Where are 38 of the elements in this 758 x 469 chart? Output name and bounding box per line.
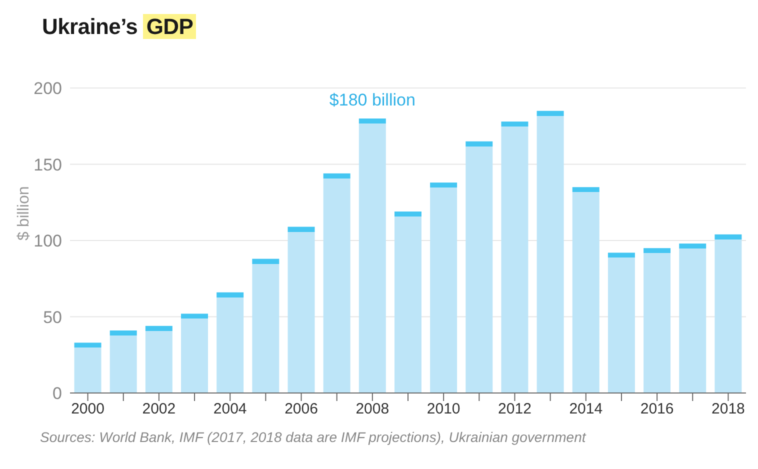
bar	[644, 248, 671, 393]
y-tick-label: 0	[52, 384, 62, 404]
bar	[358, 118, 386, 393]
bar	[572, 187, 600, 393]
y-axis-title: $ billion	[16, 186, 33, 240]
x-tick-label: 2012	[498, 400, 532, 418]
x-tick-label: 2018	[712, 400, 745, 418]
annotation: $180 billion	[329, 90, 416, 110]
bar	[608, 252, 635, 393]
bar	[466, 141, 493, 393]
bar	[679, 244, 706, 393]
bar	[536, 110, 564, 393]
x-tick-label: 2008	[356, 400, 390, 418]
bar	[74, 342, 102, 393]
bar	[323, 173, 350, 393]
x-tick-label: 2014	[569, 400, 603, 418]
y-tick-label: 200	[34, 79, 62, 98]
bar	[501, 122, 528, 393]
x-tick-label: 2004	[213, 400, 247, 418]
x-tick-label: 2016	[640, 400, 674, 418]
bar	[288, 226, 315, 393]
bar	[714, 234, 742, 393]
source-note: Sources: World Bank, IMF (2017, 2018 data are IMF projections), Ukrainian government	[39, 428, 588, 445]
bar	[216, 292, 244, 393]
y-tick-label: 50	[43, 308, 62, 327]
x-tick-label: 2010	[426, 400, 460, 418]
y-tick-label: 100	[34, 232, 62, 251]
x-tick-label: 2002	[142, 400, 176, 418]
x-tick-label: 2000	[71, 400, 104, 418]
bar	[430, 182, 458, 393]
bar	[252, 258, 280, 393]
bar	[394, 212, 422, 393]
x-tick-label: 2006	[284, 400, 318, 418]
y-tick-label: 150	[34, 155, 62, 174]
bar	[145, 326, 172, 393]
chart-title: Ukraine’s GDP	[41, 13, 194, 41]
bar	[181, 314, 208, 393]
bar	[110, 330, 137, 393]
